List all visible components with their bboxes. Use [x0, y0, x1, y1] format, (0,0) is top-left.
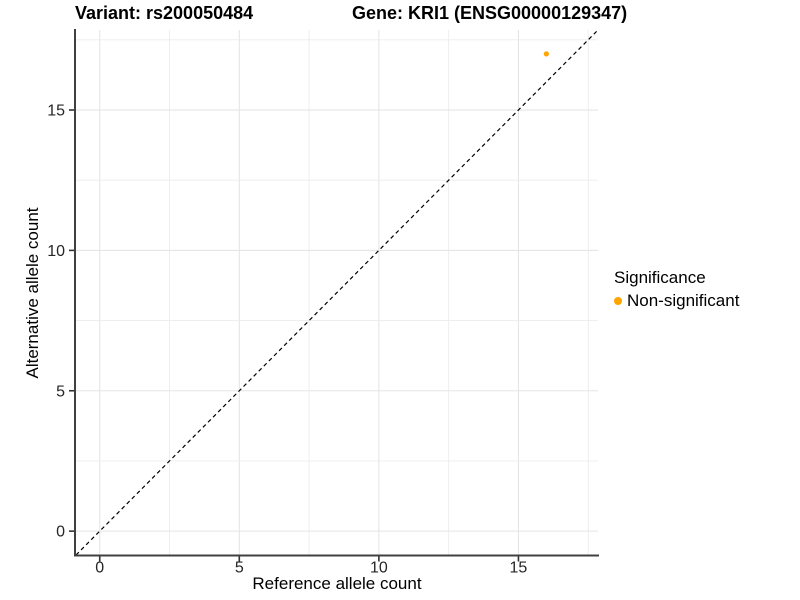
legend-item: Non-significant — [614, 291, 739, 311]
y-tick-label: 15 — [47, 103, 65, 120]
x-tick-label: 5 — [235, 560, 244, 577]
legend-title: Significance — [614, 268, 706, 287]
plot-title-variant: Variant: rs200050484 — [75, 3, 254, 23]
data-point — [543, 51, 549, 57]
legend: Significance Non-significant — [614, 267, 739, 311]
identity-reference-line — [75, 29, 599, 556]
x-tick-label: 0 — [95, 560, 104, 577]
y-axis-label: Alternative allele count — [23, 207, 42, 379]
legend-item-label: Non-significant — [627, 291, 740, 310]
x-tick-label: 10 — [370, 560, 388, 577]
y-tick-label: 10 — [47, 243, 65, 260]
y-tick-label: 0 — [56, 524, 65, 541]
x-axis-label: Reference allele count — [252, 574, 422, 593]
legend-key-dot-icon — [614, 297, 622, 305]
x-tick-label: 15 — [510, 560, 528, 577]
y-tick-label: 5 — [56, 383, 65, 400]
plot-title-gene: Gene: KRI1 (ENSG00000129347) — [352, 3, 628, 23]
